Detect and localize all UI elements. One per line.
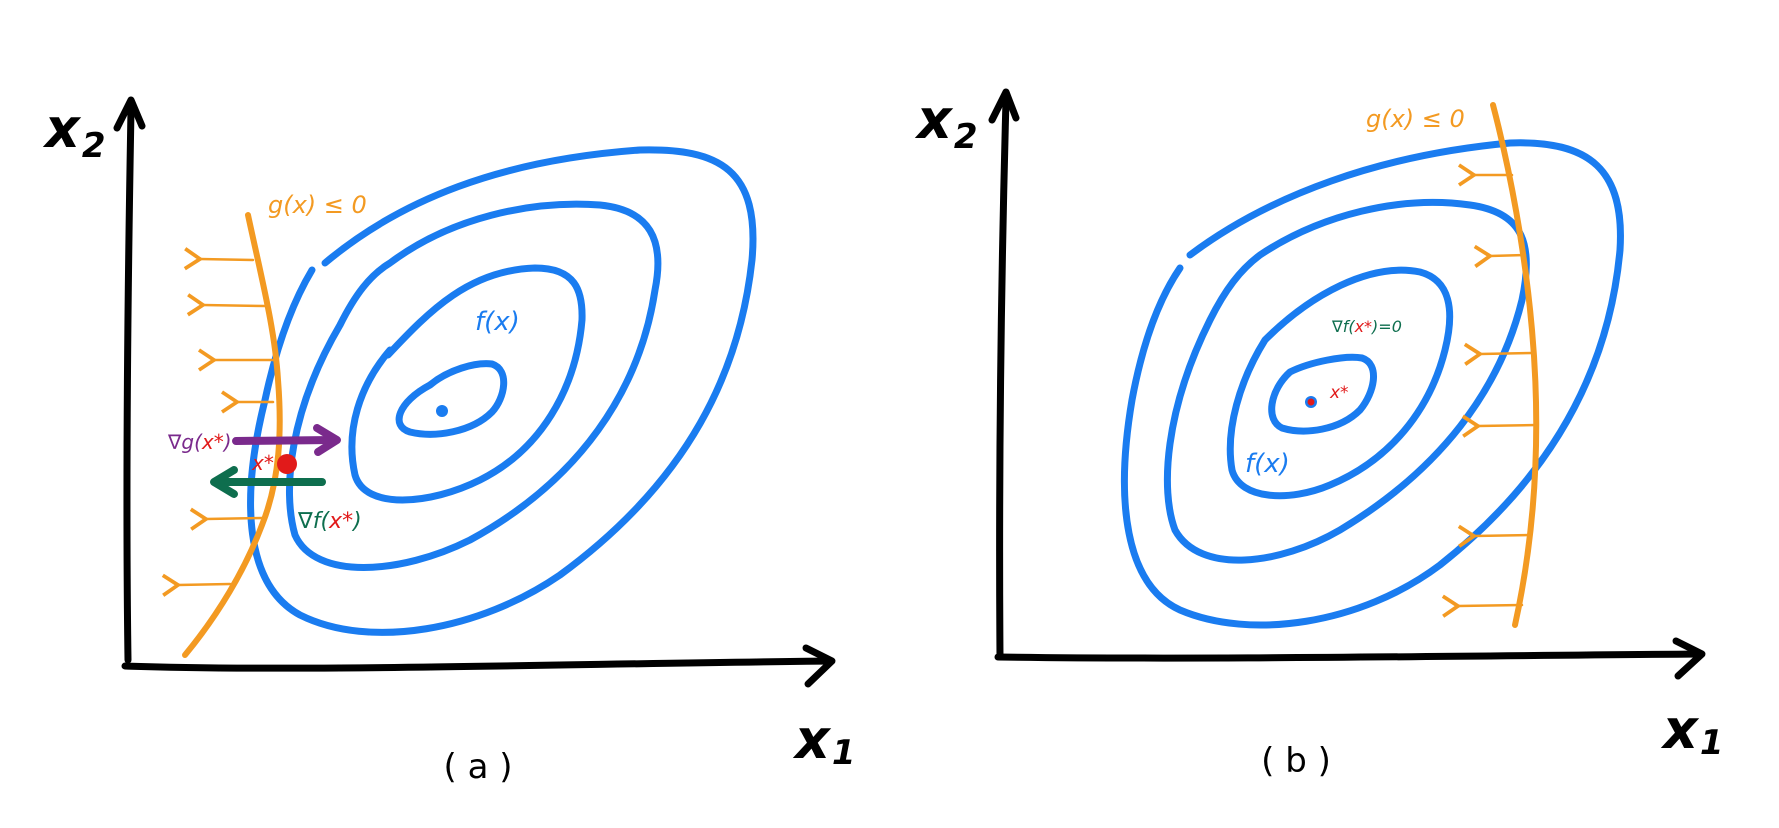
panel-b-feasible-arrow [1478, 425, 1537, 426]
panel-b-caption: ( b ) [1261, 741, 1331, 781]
panel-b-y-axis-label: x2 [914, 88, 978, 157]
panel-b-x-axis-label: x1 [1660, 698, 1724, 763]
panel-b-feasible-arrow [1458, 605, 1522, 606]
panel-b-feasible-arrow [1480, 353, 1533, 354]
panel-b-contour-3 [1167, 202, 1526, 560]
panel-b-x-arrowhead [1676, 641, 1702, 676]
panel-a-feasible-arrow [178, 584, 230, 585]
panel-a-feasible-arrow [206, 518, 263, 519]
panel-a-y-axis [127, 110, 131, 660]
panel-b-feasible-arrow [1490, 255, 1525, 256]
panel-b-feasible-arrow [1474, 535, 1530, 536]
panel-a-contours [251, 150, 753, 633]
panel-a-x-axis-label: x1 [792, 708, 856, 773]
panel-b: x2 x1 g(x) ≤ 0 ∇f(x*)=0 x* f(x) ( b ) [914, 88, 1724, 781]
panel-a-y-axis-label: x2 [42, 97, 106, 166]
panel-b-y-axis [1000, 100, 1006, 657]
panel-a-x-axis [125, 661, 830, 668]
panel-a-contour-2 [352, 268, 582, 500]
panel-a-x-arrowhead [806, 648, 832, 684]
panel-b-contours [1124, 143, 1620, 625]
panel-b-contour-label: f(x) [1245, 449, 1290, 479]
panel-a: x2 x1 g(x) ≤ 0 f(x) ∇g(x*) x* ∇f(x*) ( a… [42, 97, 856, 787]
panel-a-contour-1 [399, 364, 504, 435]
panel-b-constraint-label: g(x) ≤ 0 [1366, 105, 1465, 133]
panel-a-caption: ( a ) [444, 747, 513, 787]
panel-a-optimum-label: x* [251, 451, 274, 475]
panel-a-feasible-arrow [200, 259, 253, 260]
panel-b-optimum-label: x* [1329, 383, 1349, 403]
panel-a-constraint-label: g(x) ≤ 0 [268, 191, 367, 219]
panel-b-optimum-point [1308, 399, 1315, 406]
panel-a-contour-center [436, 405, 448, 417]
panel-b-x-axis [998, 654, 1700, 658]
panel-b-contour-1 [1272, 357, 1374, 431]
panel-a-feasible-arrow [203, 305, 265, 306]
panel-a-optimum-point [277, 454, 297, 474]
panel-a-grad-g-arrow [236, 428, 337, 452]
panel-b-grad-f-label: ∇f(x*)=0 [1331, 317, 1402, 336]
panel-a-grad-f-label: ∇f(x*) [297, 509, 362, 534]
panel-a-contour-label: f(x) [475, 307, 520, 337]
panel-a-grad-g-label: ∇g(x*) [167, 430, 232, 454]
